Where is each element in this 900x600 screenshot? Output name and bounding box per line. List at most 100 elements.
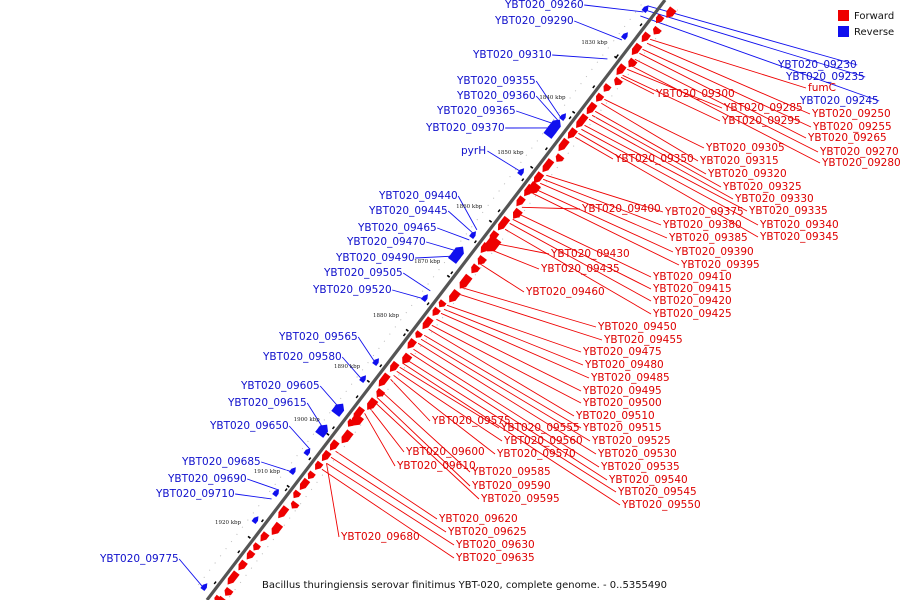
- forward-gene-label[interactable]: YBT020_09625: [447, 526, 527, 538]
- reverse-gene-label[interactable]: YBT020_09360: [456, 90, 536, 102]
- forward-gene-label[interactable]: YBT020_09600: [405, 446, 485, 458]
- forward-gene-label[interactable]: YBT020_09680: [340, 531, 420, 543]
- reverse-gene-label[interactable]: YBT020_09440: [378, 190, 458, 202]
- forward-label-connector: [396, 370, 503, 442]
- forward-gene-label[interactable]: YBT020_09285: [723, 102, 803, 114]
- forward-gene-label[interactable]: YBT020_09375: [664, 206, 744, 218]
- forward-gene-label[interactable]: YBT020_09430: [550, 248, 630, 260]
- forward-gene-label[interactable]: YBT020_09540: [608, 474, 688, 486]
- forward-gene-label[interactable]: YBT020_09410: [652, 271, 732, 283]
- reverse-gene-label[interactable]: YBT020_09370: [425, 122, 505, 134]
- reverse-gene-label[interactable]: YBT020_09290: [494, 15, 574, 27]
- forward-gene-label[interactable]: YBT020_09475: [582, 346, 662, 358]
- forward-gene-label[interactable]: YBT020_09560: [503, 435, 583, 447]
- forward-gene-label[interactable]: YBT020_09325: [722, 181, 802, 193]
- forward-gene-label[interactable]: YBT020_09570: [496, 448, 576, 460]
- forward-gene-label[interactable]: YBT020_09395: [680, 259, 760, 271]
- forward-gene-label[interactable]: YBT020_09510: [575, 410, 655, 422]
- reverse-gene-arrow: [517, 168, 525, 176]
- reverse-gene-label[interactable]: YBT020_09650: [209, 420, 289, 432]
- forward-gene-label[interactable]: YBT020_09270: [819, 146, 899, 158]
- forward-gene-label[interactable]: YBT020_09575: [431, 415, 511, 427]
- forward-gene-label[interactable]: YBT020_09460: [525, 286, 605, 298]
- forward-gene-label[interactable]: YBT020_09400: [581, 203, 661, 215]
- reverse-gene-label[interactable]: YBT020_09310: [472, 49, 552, 61]
- forward-gene-label[interactable]: YBT020_09390: [674, 246, 754, 258]
- forward-gene-label[interactable]: YBT020_09590: [471, 480, 551, 492]
- reverse-gene-label[interactable]: YBT020_09520: [312, 284, 392, 296]
- forward-gene-label[interactable]: YBT020_09320: [707, 168, 787, 180]
- forward-gene-label[interactable]: YBT020_09495: [582, 385, 662, 397]
- reverse-gene-label[interactable]: YBT020_09230: [777, 59, 857, 71]
- forward-gene-label[interactable]: YBT020_09530: [597, 448, 677, 460]
- forward-gene-label[interactable]: YBT020_09480: [584, 359, 664, 371]
- forward-gene-arrow: [224, 587, 234, 596]
- reverse-gene-label[interactable]: YBT020_09260: [504, 0, 584, 11]
- forward-label-connector: [423, 334, 582, 429]
- reverse-gene-label[interactable]: YBT020_09775: [99, 553, 179, 565]
- forward-gene-label[interactable]: YBT020_09630: [455, 539, 535, 551]
- reverse-gene-label[interactable]: YBT020_09355: [456, 75, 536, 87]
- reverse-gene-label[interactable]: YBT020_09615: [227, 397, 307, 409]
- reverse-gene-label[interactable]: YBT020_09505: [323, 267, 403, 279]
- label-connector-lines: [178, 4, 880, 589]
- reverse-gene-label[interactable]: YBT020_09245: [799, 95, 879, 107]
- forward-gene-label[interactable]: YBT020_09585: [471, 466, 551, 478]
- reverse-gene-label[interactable]: YBT020_09235: [785, 71, 865, 83]
- forward-gene-arrow: [471, 263, 481, 274]
- forward-gene-label[interactable]: YBT020_09595: [480, 493, 560, 505]
- forward-gene-label[interactable]: YBT020_09300: [655, 88, 735, 100]
- forward-gene-label[interactable]: YBT020_09535: [600, 461, 680, 473]
- reverse-gene-label[interactable]: YBT020_09605: [240, 380, 320, 392]
- forward-gene-label[interactable]: YBT020_09485: [590, 372, 670, 384]
- forward-gene-label[interactable]: YBT020_09330: [734, 193, 814, 205]
- forward-gene-label[interactable]: YBT020_09435: [540, 263, 620, 275]
- forward-gene-label[interactable]: YBT020_09315: [699, 155, 779, 167]
- forward-gene-label[interactable]: YBT020_09450: [597, 321, 677, 333]
- forward-gene-label[interactable]: YBT020_09335: [748, 205, 828, 217]
- reverse-gene-label[interactable]: YBT020_09690: [167, 473, 247, 485]
- forward-gene-label[interactable]: YBT020_09345: [759, 231, 839, 243]
- reverse-gene-label[interactable]: YBT020_09490: [335, 252, 415, 264]
- forward-gene-label[interactable]: YBT020_09635: [455, 552, 535, 564]
- forward-gene-label[interactable]: YBT020_09415: [652, 283, 732, 295]
- forward-gene-arrow: [238, 559, 248, 571]
- reverse-gene-label[interactable]: pyrH: [461, 145, 486, 157]
- forward-gene-label[interactable]: YBT020_09250: [811, 108, 891, 120]
- forward-gene-arrow: [351, 413, 364, 426]
- forward-gene-label[interactable]: YBT020_09545: [617, 486, 697, 498]
- forward-label-connector: [512, 218, 652, 290]
- kbp-tick-label: 1860 kbp: [456, 204, 483, 210]
- forward-label-connector: [420, 338, 591, 442]
- forward-gene-label[interactable]: YBT020_09305: [705, 142, 785, 154]
- reverse-gene-label[interactable]: YBT020_09470: [346, 236, 426, 248]
- forward-gene-label[interactable]: YBT020_09280: [821, 157, 900, 169]
- reverse-label-connector: [552, 54, 608, 60]
- forward-gene-label[interactable]: YBT020_09255: [812, 121, 892, 133]
- reverse-gene-label[interactable]: YBT020_09710: [155, 488, 235, 500]
- forward-gene-label[interactable]: YBT020_09385: [668, 232, 748, 244]
- reverse-gene-label[interactable]: YBT020_09580: [262, 351, 342, 363]
- forward-gene-label[interactable]: YBT020_09555: [500, 422, 580, 434]
- forward-gene-label[interactable]: YBT020_09455: [603, 334, 683, 346]
- forward-gene-label[interactable]: YBT020_09340: [759, 219, 839, 231]
- forward-gene-label[interactable]: YBT020_09380: [662, 219, 742, 231]
- forward-gene-label[interactable]: YBT020_09265: [807, 132, 887, 144]
- forward-gene-label[interactable]: YBT020_09620: [438, 513, 518, 525]
- forward-gene-label[interactable]: YBT020_09425: [652, 308, 732, 320]
- forward-gene-label[interactable]: YBT020_09420: [652, 295, 732, 307]
- reverse-gene-label[interactable]: YBT020_09465: [357, 222, 437, 234]
- forward-gene-label[interactable]: YBT020_09525: [591, 435, 671, 447]
- forward-gene-label[interactable]: YBT020_09610: [396, 460, 476, 472]
- forward-gene-label[interactable]: YBT020_09500: [582, 397, 662, 409]
- kbp-tick: [405, 328, 409, 332]
- forward-gene-label[interactable]: YBT020_09550: [621, 499, 701, 511]
- reverse-gene-label[interactable]: YBT020_09365: [436, 105, 516, 117]
- forward-gene-label[interactable]: fumC: [808, 82, 836, 94]
- reverse-gene-label[interactable]: YBT020_09565: [278, 331, 358, 343]
- forward-gene-label[interactable]: YBT020_09515: [582, 422, 662, 434]
- reverse-gene-label[interactable]: YBT020_09445: [368, 205, 448, 217]
- forward-gene-label[interactable]: YBT020_09295: [721, 115, 801, 127]
- reverse-gene-label[interactable]: YBT020_09685: [181, 456, 261, 468]
- forward-gene-label[interactable]: YBT020_09350: [614, 153, 694, 165]
